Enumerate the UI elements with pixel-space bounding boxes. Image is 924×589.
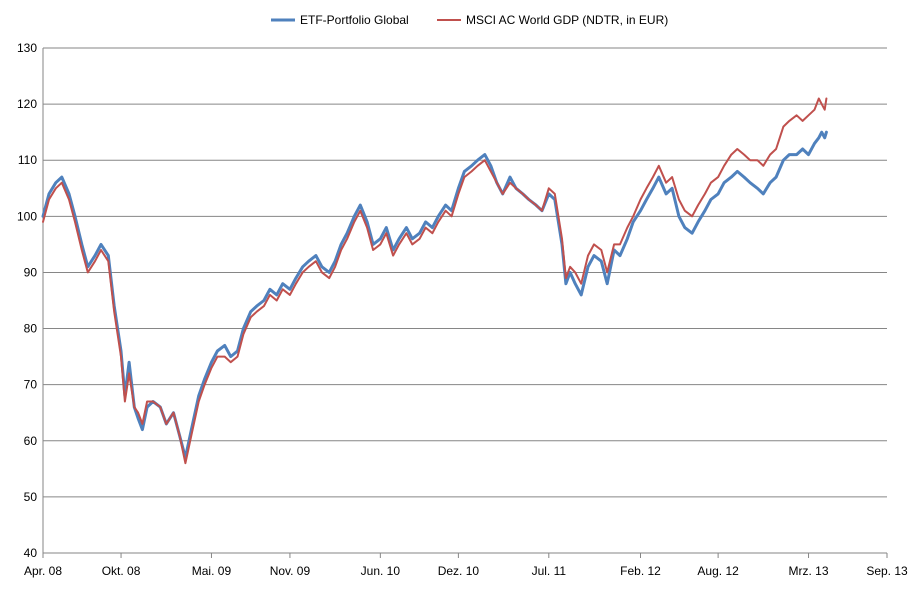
y-tick-label-100: 100 (17, 209, 37, 223)
y-tick-label-90: 90 (24, 265, 38, 279)
series-lines (41, 97, 828, 465)
x-tick-label-8: Aug. 12 (697, 564, 739, 578)
gridlines (43, 47, 887, 498)
x-tick-label-2: Mai. 09 (192, 564, 232, 578)
y-tick-label-120: 120 (17, 97, 37, 111)
y-tick-label-80: 80 (24, 322, 38, 336)
y-tick-label-110: 110 (18, 153, 37, 167)
x-tick-label-1: Okt. 08 (102, 564, 141, 578)
y-tick-label-70: 70 (24, 378, 38, 392)
y-tick-label-50: 50 (24, 490, 38, 504)
series-line-1 (42, 97, 828, 465)
legend-label-1: MSCI AC World GDP (NDTR, in EUR) (466, 13, 668, 27)
x-axis-ticks (42, 553, 888, 558)
y-tick-label-40: 40 (24, 546, 38, 560)
x-tick-label-9: Mrz. 13 (789, 564, 829, 578)
x-tick-label-5: Dez. 10 (438, 564, 480, 578)
x-tick-label-10: Sep. 13 (866, 564, 908, 578)
y-tick-label-60: 60 (24, 434, 38, 448)
x-tick-label-6: Jul. 11 (532, 564, 567, 578)
x-tick-label-7: Feb. 12 (620, 564, 661, 578)
x-tick-label-3: Nov. 09 (270, 564, 311, 578)
y-axis-tick-labels: 40 50 60 70 80 90 100 110 120 130 (17, 41, 37, 560)
x-tick-label-0: Apr. 08 (24, 564, 62, 578)
legend-label-0: ETF-Portfolio Global (300, 13, 409, 27)
y-tick-label-130: 130 (17, 41, 37, 55)
x-tick-label-4: Jun. 10 (361, 564, 401, 578)
x-axis-tick-labels: Apr. 08 Okt. 08 Mai. 09 Nov. 09 Jun. 10 Dez. … (24, 564, 908, 578)
legend: ETF-Portfolio Global MSCI AC World GDP (N… (271, 13, 668, 27)
